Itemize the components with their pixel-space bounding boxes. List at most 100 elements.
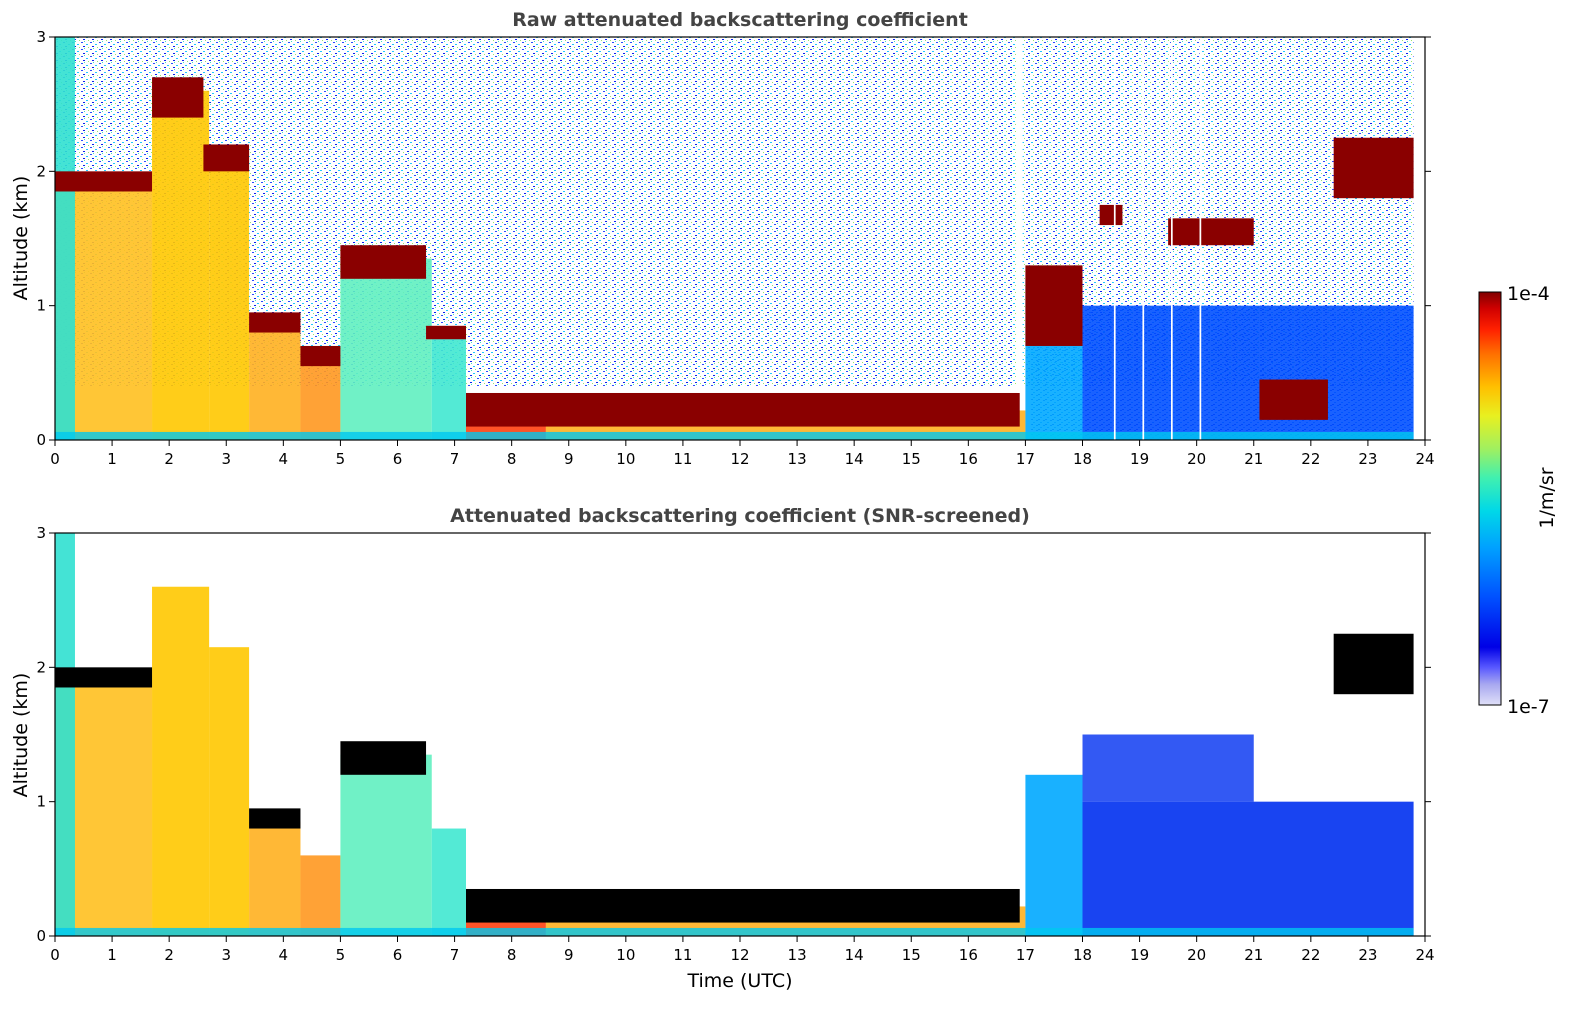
colorbar-gradient: [1478, 291, 1502, 706]
x-tick-label: 19: [1130, 450, 1149, 468]
x-tick-label: 7: [450, 946, 460, 964]
x-tick-label: 2: [164, 946, 174, 964]
cloud-layer: [152, 77, 204, 118]
y-tick-label: 2: [36, 162, 46, 180]
x-tick-label: 9: [564, 450, 574, 468]
x-axis-ticks: 0 1 2 3 4 5 6 7 8 9 10 11 12 13 14 15 16 17 18 19 20 21 22 23 24: [50, 936, 1435, 964]
x-tick-label: 0: [50, 946, 60, 964]
chart-title: Raw attenuated backscattering coefficien…: [512, 9, 968, 31]
x-tick-label: 22: [1301, 450, 1320, 468]
aerosol-column: [1025, 774, 1083, 936]
x-tick-label: 3: [221, 946, 231, 964]
x-tick-label: 12: [730, 946, 749, 964]
data-gap: [1016, 37, 1023, 393]
y-axis-label: Altitude (km): [10, 176, 32, 301]
x-tick-label: 7: [450, 450, 460, 468]
aerosol-column: [431, 828, 466, 936]
cloud-layer: [466, 888, 1020, 923]
aerosol-column: [249, 821, 301, 936]
aerosol-column: [1082, 734, 1254, 802]
aerosol-column: [152, 90, 210, 440]
aerosol-column: [209, 647, 250, 936]
colorbar-label: 1/m/sr: [1536, 467, 1558, 528]
aerosol-column: [152, 586, 210, 936]
x-tick-label: 22: [1301, 946, 1320, 964]
cloud-layer: [466, 392, 1020, 427]
cloud-layer: [249, 808, 301, 829]
x-tick-label: 16: [959, 946, 978, 964]
x-tick-label: 23: [1358, 946, 1377, 964]
panel-screened: Attenuated backscattering coefficient (S…: [10, 505, 1435, 992]
y-tick-label: 2: [36, 658, 46, 676]
heatmap-raw: [55, 37, 1414, 440]
surface-layer: [55, 927, 1414, 936]
data-gap: [1170, 37, 1173, 440]
cloud-layer: [426, 325, 466, 340]
x-tick-label: 17: [1016, 450, 1035, 468]
colorbar-max-label: 1e-4: [1507, 283, 1550, 305]
x-tick-label: 8: [507, 946, 517, 964]
cloud-layer: [340, 741, 427, 775]
cloud-layer: [249, 312, 301, 333]
x-tick-label: 18: [1073, 450, 1092, 468]
aerosol-column: [1082, 801, 1414, 936]
aerosol-column: [300, 855, 341, 936]
y-axis-label: Altitude (km): [10, 673, 32, 798]
data-gap: [1199, 37, 1202, 440]
x-tick-label: 0: [50, 450, 60, 468]
cloud-layer: [1099, 204, 1123, 226]
x-tick-label: 11: [673, 450, 692, 468]
cloud-layer: [1259, 379, 1328, 420]
x-tick-label: 6: [393, 450, 403, 468]
colorbar: 1e-4 1e-7 1/m/sr: [1478, 283, 1558, 718]
x-tick-label: 20: [1187, 946, 1206, 964]
aerosol-column: [300, 359, 341, 440]
chart-title: Attenuated backscattering coefficient (S…: [450, 505, 1030, 527]
x-tick-label: 6: [393, 946, 403, 964]
x-tick-label: 4: [279, 450, 289, 468]
y-tick-label: 1: [36, 297, 46, 315]
data-gap: [1142, 37, 1145, 440]
x-tick-label: 1: [107, 450, 117, 468]
x-tick-label: 12: [730, 450, 749, 468]
x-tick-label: 10: [616, 450, 635, 468]
aerosol-column: [340, 754, 432, 936]
y-tick-label: 3: [36, 524, 46, 542]
aerosol-column: [55, 533, 75, 936]
y-axis-ticks: 0 1 2 3: [36, 524, 1431, 945]
cloud-layer: [1025, 265, 1083, 346]
cloud-layer: [340, 245, 427, 279]
x-tick-label: 3: [221, 450, 231, 468]
x-tick-label: 24: [1415, 946, 1434, 964]
aerosol-column: [340, 258, 432, 440]
aerosol-column: [1082, 305, 1414, 440]
x-tick-label: 20: [1187, 450, 1206, 468]
y-tick-label: 1: [36, 793, 46, 811]
cloud-layer: [300, 345, 341, 367]
aerosol-column: [431, 332, 466, 440]
x-tick-label: 17: [1016, 946, 1035, 964]
x-axis-label: Time (UTC): [686, 970, 792, 992]
panel-raw: Raw attenuated backscattering coefficien…: [10, 9, 1435, 468]
x-tick-label: 14: [845, 450, 864, 468]
x-tick-label: 2: [164, 450, 174, 468]
surface-layer: [55, 431, 1414, 440]
aerosol-column: [55, 37, 75, 440]
cloud-layer: [55, 171, 153, 192]
x-tick-label: 9: [564, 946, 574, 964]
x-tick-label: 5: [336, 450, 346, 468]
x-tick-label: 13: [788, 946, 807, 964]
x-tick-label: 24: [1415, 450, 1434, 468]
x-tick-label: 10: [616, 946, 635, 964]
y-tick-label: 3: [36, 28, 46, 46]
x-tick-label: 21: [1244, 450, 1263, 468]
cloud-layer: [203, 144, 250, 172]
aerosol-column: [209, 151, 250, 440]
x-tick-label: 19: [1130, 946, 1149, 964]
colorbar-min-label: 1e-7: [1507, 696, 1550, 718]
cloud-layer: [1333, 633, 1414, 695]
x-tick-label: 15: [902, 946, 921, 964]
x-tick-label: 16: [959, 450, 978, 468]
x-tick-label: 14: [845, 946, 864, 964]
